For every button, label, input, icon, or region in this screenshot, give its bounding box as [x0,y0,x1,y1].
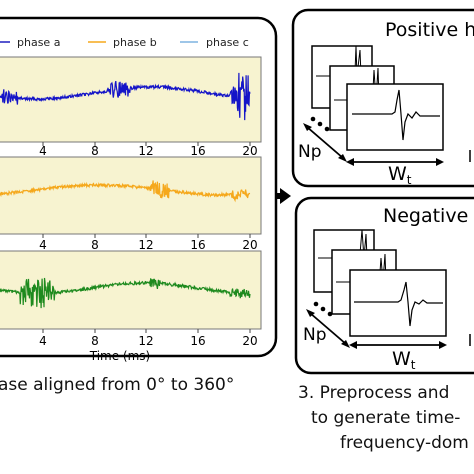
left-panel-frame [0,16,278,358]
waveform-phase-c [0,277,251,309]
negative-box-title: Negative l [383,205,474,227]
xtick-label: 12 [138,334,153,348]
wt-label-sub: t [411,358,416,372]
np-arrow [306,126,344,159]
xtick-label: 4 [39,144,47,158]
xtick-label: 4 [39,238,47,252]
np-arrow-head-start [306,309,315,317]
stack-card-front [346,83,444,151]
arrow-shaft [276,193,282,199]
wt-label: Wt [392,348,416,372]
positive-box: Positive h Np Wt [291,8,474,188]
legend-label-phase-c: phase c [206,36,249,49]
waveform-phase-a [0,72,251,121]
np-arrow-head-end [338,154,347,162]
xtick-label: 4 [39,334,47,348]
right-caption-line-1: 3. Preprocess and [298,383,449,403]
arrow-right-icon [280,188,291,204]
xtick-label: 16 [190,144,205,158]
left-caption: ase aligned from 0° to 360° [0,375,234,395]
wt-label-main: W [392,348,411,370]
wt-arrow-head-end [439,341,447,349]
xtick-label: 20 [242,238,257,252]
xtick-label: 8 [91,238,99,252]
plot-phase-c [0,250,262,330]
dot [324,126,330,132]
legend-label-phase-a: phase a [17,36,60,49]
xtick-label: 12 [138,238,153,252]
wt-label: Wt [388,163,412,187]
plot-c-background [0,250,262,330]
negative-box: Negative l Np Wt [294,196,474,375]
legend: phase a phase b phase c [0,36,249,49]
stack-card-front-trace [352,89,440,141]
plot-a-ticks: 4 8 12 16 20 [39,142,258,158]
xtick-label: 20 [242,144,257,158]
plot-phase-b [0,156,262,235]
np-label: Np [303,325,327,345]
right-caption-line-3: frequency-dom [340,433,469,453]
x-axis-label: Time (ms) [89,349,151,363]
xtick-label: 20 [242,334,257,348]
dot [313,301,319,307]
wt-label-sub: t [407,173,412,187]
xtick-label: 8 [91,334,99,348]
stack-card-front-trace [354,281,443,327]
plot-b-ticks: 4 8 12 16 20 [39,234,258,252]
plot-phase-a [0,56,262,143]
wt-arrow-head-start [346,158,354,166]
dot [320,306,326,312]
np-arrow-head-end [341,340,350,348]
legend-label-phase-b: phase b [113,36,157,49]
dot [310,116,316,122]
xtick-label: 16 [190,238,205,252]
negative-box-frame [294,196,474,375]
wt-label-main: W [388,163,407,185]
xtick-label: 8 [91,144,99,158]
right-caption-line-2: to generate time- [311,408,460,428]
xtick-label: 16 [190,334,205,348]
dot [317,121,323,127]
xtick-label: 12 [138,144,153,158]
plot-c-ticks: 4 8 12 16 20 Time (ms) [39,329,258,363]
wt-arrow-head-end [436,158,444,166]
np-arrow-head-start [303,123,312,131]
np-label: Np [298,142,322,162]
positive-box-title: Positive h [385,19,474,41]
dot [327,311,333,317]
np-arrow [309,312,347,345]
waveform-phase-b [0,180,251,203]
positive-box-frame [291,8,474,188]
wt-arrow-head-start [349,341,357,349]
